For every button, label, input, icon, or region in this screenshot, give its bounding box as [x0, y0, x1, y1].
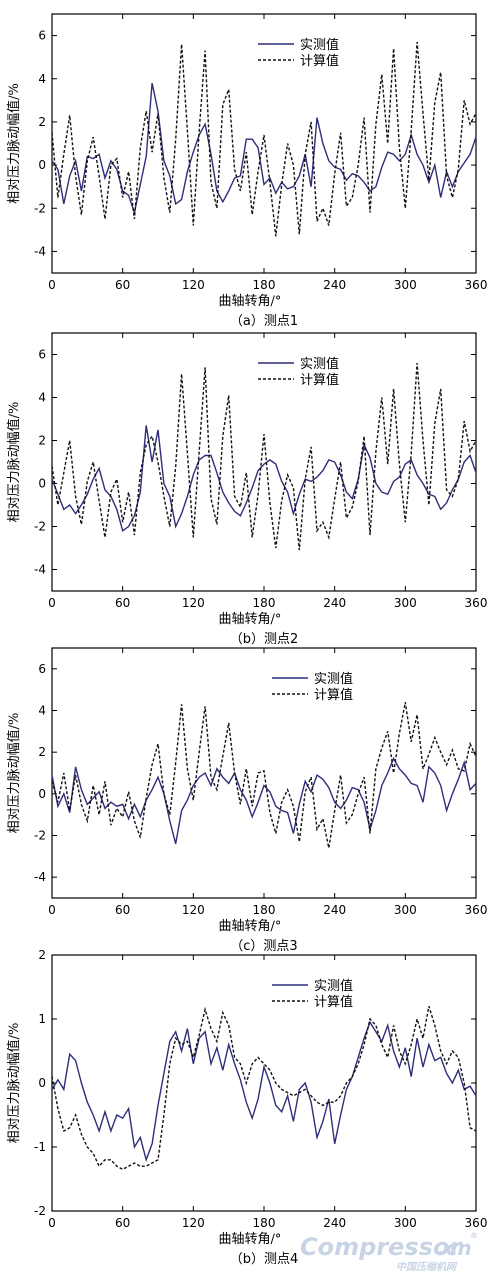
series-computed-line	[51, 363, 477, 551]
y-axis-label: 相对压力脉动幅值/%	[6, 83, 22, 204]
y-tick-label: 2	[38, 434, 46, 448]
y-tick-label: -2	[34, 520, 46, 534]
x-tick-label: 300	[394, 278, 417, 292]
x-tick-label: 120	[182, 903, 205, 917]
y-axis-label: 相对压力脉动幅值/%	[6, 713, 22, 834]
x-tick-label: 240	[323, 278, 346, 292]
legend-label-computed: 计算值	[314, 687, 353, 703]
x-tick-label: 120	[182, 278, 205, 292]
y-tick-label: 0	[38, 158, 46, 172]
y-tick-label: 2	[38, 948, 46, 962]
y-tick-label: 4	[38, 391, 46, 405]
x-tick-label: 60	[115, 1216, 130, 1230]
y-tick-label: 1	[38, 1012, 46, 1026]
x-tick-label: 60	[115, 278, 130, 292]
panel-caption: （b）测点2	[230, 632, 299, 647]
chart-panel-4: 0 60 120 180 240 300 360 -2 -1 0 1 2 曲轴转角/° 相对压力脉动幅值/…	[6, 948, 487, 1267]
x-axis-label: 曲轴转角/°	[219, 919, 282, 934]
x-tick-label: 360	[465, 903, 488, 917]
watermark-brand: Compressor	[300, 1233, 463, 1261]
x-tick-label: 240	[323, 903, 346, 917]
x-tick-label: 360	[465, 1216, 488, 1230]
x-tick-label: 180	[253, 278, 276, 292]
y-tick-label: 4	[38, 72, 46, 86]
chart-panel-1: 0 60 120 180 240 300 360 -4 -2 0 2 4 6 曲轴转角/° 相对压力脉动幅值…	[6, 13, 488, 329]
chart-panel-2: 0 60 120 180 240 300 360 -4 -2 0 2 4 6 曲轴转角/° 相对压力脉动幅值…	[6, 332, 488, 647]
y-tick-label: 6	[38, 662, 46, 676]
y-tick-label: -4	[34, 244, 46, 258]
x-tick-label: 60	[115, 596, 130, 610]
x-tick-label: 360	[465, 278, 488, 292]
y-tick-label: -1	[34, 1140, 46, 1154]
x-tick-label: 120	[182, 1216, 205, 1230]
y-axis-label: 相对压力脉动幅值/%	[6, 1023, 22, 1144]
y-tick-label: 6	[38, 29, 46, 43]
legend-label-measured: 实测值	[300, 37, 339, 53]
series-computed-line	[51, 42, 477, 237]
legend-label-computed: 计算值	[314, 994, 353, 1010]
series-measured-line	[51, 82, 477, 216]
y-tick-label: 2	[38, 745, 46, 759]
panel-caption: （a）测点1	[230, 314, 298, 329]
watermark-registered: ®	[470, 1231, 478, 1240]
x-tick-label: 0	[48, 903, 56, 917]
x-tick-label: 240	[323, 596, 346, 610]
y-tick-label: 6	[38, 348, 46, 362]
legend-label-computed: 计算值	[300, 372, 339, 388]
y-tick-label: 0	[38, 1076, 46, 1090]
plot-frame	[51, 647, 477, 899]
x-tick-label: 300	[394, 903, 417, 917]
panel-caption: （b）测点4	[230, 1252, 299, 1267]
series-computed-line	[51, 702, 477, 849]
plot-frame	[51, 13, 477, 274]
x-tick-label: 180	[253, 1216, 276, 1230]
watermark-suffix: .cn	[438, 1236, 472, 1260]
watermark-logo: Compressor.cn® 中国压缩机网	[300, 1231, 478, 1273]
y-tick-label: -2	[34, 1204, 46, 1218]
series-measured-line	[51, 425, 477, 532]
series-measured-line	[51, 756, 477, 844]
series-measured-line	[51, 1020, 477, 1163]
y-tick-label: -2	[34, 201, 46, 215]
y-tick-label: 0	[38, 477, 46, 491]
y-tick-label: 0	[38, 787, 46, 801]
x-tick-label: 60	[115, 903, 130, 917]
y-axis-label: 相对压力脉动幅值/%	[6, 402, 22, 523]
x-axis-label: 曲轴转角/°	[219, 1232, 282, 1247]
legend-label-computed: 计算值	[300, 53, 339, 69]
legend-label-measured: 实测值	[314, 978, 353, 994]
x-tick-label: 0	[48, 1216, 56, 1230]
y-tick-label: 4	[38, 704, 46, 718]
x-tick-label: 240	[323, 1216, 346, 1230]
x-tick-label: 180	[253, 596, 276, 610]
x-tick-label: 360	[465, 596, 488, 610]
plot-frame	[51, 954, 477, 1212]
y-tick-label: -4	[34, 870, 46, 884]
y-tick-label: -4	[34, 563, 46, 577]
panel-caption: （c）测点3	[230, 939, 297, 954]
x-tick-label: 300	[394, 1216, 417, 1230]
x-tick-label: 0	[48, 596, 56, 610]
x-tick-label: 120	[182, 596, 205, 610]
legend-label-measured: 实测值	[300, 356, 339, 372]
x-axis-label: 曲轴转角/°	[219, 612, 282, 627]
watermark-subtitle: 中国压缩机网	[396, 1261, 458, 1273]
x-tick-label: 0	[48, 278, 56, 292]
x-tick-label: 180	[253, 903, 276, 917]
x-tick-label: 300	[394, 596, 417, 610]
x-axis-label: 曲轴转角/°	[219, 294, 282, 309]
y-tick-label: 2	[38, 115, 46, 129]
legend-label-measured: 实测值	[314, 671, 353, 687]
series-computed-line	[51, 1005, 477, 1171]
chart-panel-3: 0 60 120 180 240 300 360 -4 -2 0 2 4 6 曲轴转角/° 相对压力脉动幅值…	[6, 647, 488, 954]
y-tick-label: -2	[34, 829, 46, 843]
